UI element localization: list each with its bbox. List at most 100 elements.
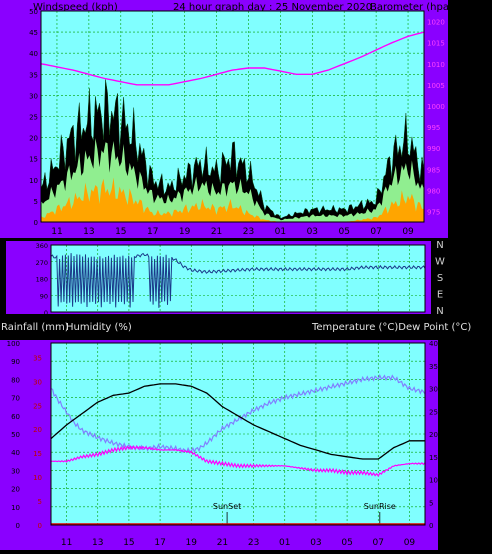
wind-x-tick-label: 03 [307,227,318,237]
humidity-y-tick-label: 50 [11,431,20,439]
wind-x-tick-label: 15 [115,227,126,237]
dew-point-line [50,445,426,478]
wind-x-tick-label: 07 [370,227,381,237]
temp-y-tick-label: 5 [429,499,433,507]
temp-y-tick-label: 20 [429,431,438,439]
temp-y-tick-label: 30 [429,386,438,394]
wind-x-tick-label: 23 [243,227,254,237]
temperature-chart: 0102030405060708090100051015202530350510… [7,340,438,548]
wind-x-tick-label: 21 [211,227,222,237]
humidity-y-tick-label: 20 [11,486,20,494]
direction-line [50,252,426,308]
graph-title: 24 hour graph day : 25 November 2020 [173,2,372,13]
baro-y-tick-label: 990 [427,145,440,153]
wind-chart: 0510152025303540455097598098599099510001… [29,8,445,237]
humidity-y-tick-label: 40 [11,449,20,457]
temp-y-tick-label: 40 [429,340,438,348]
wind-y-tick-label: 50 [29,8,38,16]
wind-y-tick-label: 40 [29,50,38,58]
baro-y-tick-label: 985 [427,166,440,174]
wind-y-tick-label: 25 [29,114,38,122]
wind-x-tick-label: 09 [402,227,414,237]
baro-y-tick-label: 1000 [427,103,445,111]
temp-y-tick-label: 35 [429,363,438,371]
humidity-y-tick-label: 80 [11,376,20,384]
humidity-line [50,373,426,454]
humidity-y-tick-label: 90 [11,358,20,366]
sunset-label: SunSet [213,502,241,511]
wind-x-tick-label: 13 [83,227,94,237]
direction-y-tick-label: 270 [36,259,48,267]
temp-x-tick-label: 01 [279,538,290,548]
direction-plot-border [50,244,426,313]
compass-label: S [437,273,443,284]
rain-y-tick-label: 35 [33,354,42,362]
humidity-y-tick-label: 60 [11,413,20,421]
baro-y-tick-label: 975 [427,208,440,216]
wind-average-area [41,138,424,222]
temp-title: Temperature (°C)Dew Point (°C) [311,322,471,333]
temp-y-tick-label: 25 [429,408,438,416]
baro-y-tick-label: 995 [427,124,440,132]
rain-title: Rainfall (mm) [1,322,69,333]
wind-y-tick-label: 10 [29,177,38,185]
baro-title: Barometer (hpa) [370,2,453,13]
rain-y-tick-label: 10 [33,474,42,482]
temp-x-tick-label: 15 [123,538,134,548]
wind-y-tick-label: 45 [29,29,38,37]
temp-plot-area [51,343,425,525]
wind-x-tick-label: 01 [275,227,286,237]
wind-y-tick-label: 5 [34,198,38,206]
baro-y-tick-label: 1005 [427,82,445,90]
temp-x-tick-label: 09 [404,538,416,548]
temp-plot-border [50,342,426,526]
rain-y-tick-label: 5 [38,498,42,506]
direction-y-tick-label: 90 [40,292,48,300]
direction-y-tick-label: 180 [36,276,48,284]
compass-label: W [435,257,445,268]
rain-y-tick-label: 0 [38,522,42,530]
wind-x-tick-label: 11 [51,227,62,237]
compass-label: N [436,306,443,317]
wind-x-tick-label: 05 [338,227,349,237]
temp-x-tick-label: 23 [248,538,259,548]
temp-x-tick-label: 21 [217,538,228,548]
temp-x-tick-label: 13 [92,538,103,548]
temperature-line [50,383,425,460]
humidity-y-tick-label: 0 [16,522,20,530]
temp-x-tick-label: 17 [154,538,165,548]
rain-y-tick-label: 15 [33,450,42,458]
temp-y-tick-label: 0 [429,522,433,530]
temp-x-tick-label: 07 [373,538,384,548]
humidity-y-tick-label: 100 [7,340,20,348]
humidity-y-tick-label: 10 [11,504,20,512]
wind-title: Windspeed (kph) [33,2,118,13]
temp-x-tick-label: 19 [186,538,198,548]
compass-label: E [437,290,443,301]
baro-y-tick-label: 1015 [427,40,445,48]
temp-x-tick-label: 11 [61,538,72,548]
sunrise-label: SunRise [364,502,396,511]
wind-y-tick-label: 30 [29,92,38,100]
direction-y-tick-label: 0 [44,309,48,317]
wind-minimum-area [41,177,424,222]
baro-y-tick-label: 1020 [427,19,445,27]
compass-label: N [436,240,443,251]
humidity-y-tick-label: 30 [11,467,20,475]
wind-y-tick-label: 0 [34,219,38,227]
humidity-y-tick-label: 70 [11,395,20,403]
rain-y-tick-label: 25 [33,402,42,410]
wind-y-tick-label: 20 [29,135,38,143]
baro-y-tick-label: 980 [427,187,440,195]
rain-y-tick-label: 30 [33,378,42,386]
direction-chart: 0 90 180 270 360 [36,242,426,317]
baro-y-tick-label: 1010 [427,61,445,69]
wind-y-tick-label: 15 [29,156,38,164]
direction-y-tick-label: 360 [36,242,48,250]
temp-y-tick-label: 10 [429,477,438,485]
temp-x-tick-label: 03 [310,538,321,548]
temp-x-tick-label: 05 [341,538,352,548]
rain-y-tick-label: 20 [33,426,42,434]
wind-x-tick-label: 17 [147,227,158,237]
